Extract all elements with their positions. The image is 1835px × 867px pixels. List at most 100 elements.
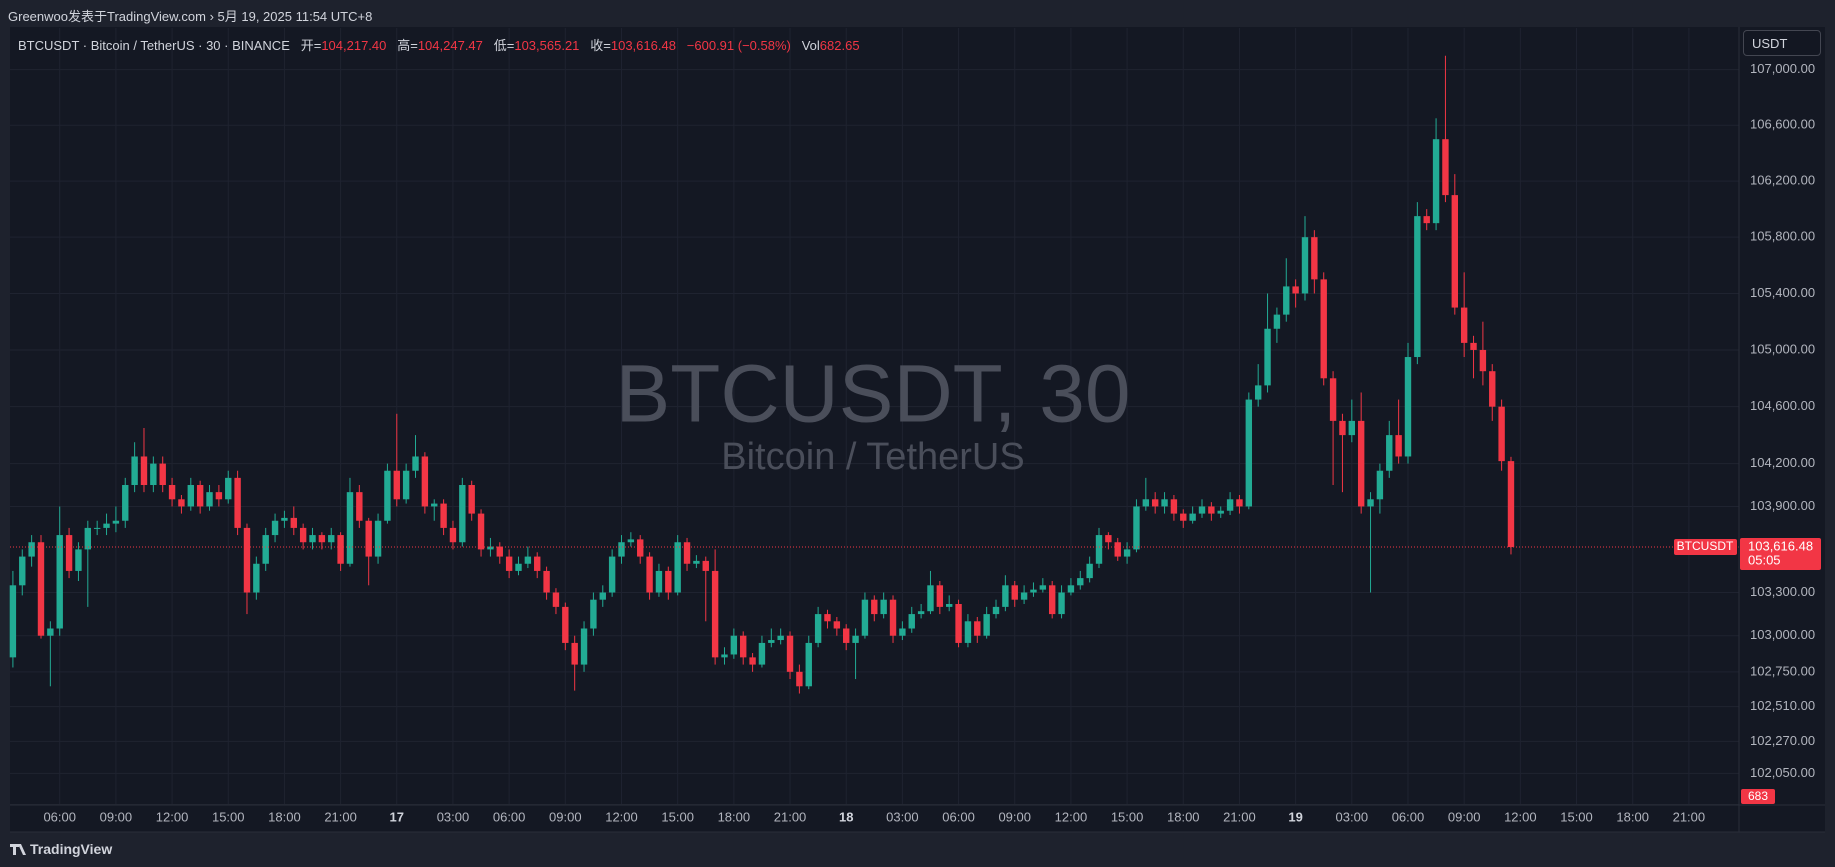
candle-body — [646, 556, 653, 593]
candle-body — [983, 614, 990, 636]
x-tick-label: 18:00 — [1167, 809, 1200, 824]
candle-body — [562, 606, 569, 643]
candle-body — [449, 527, 457, 543]
candle-body — [1142, 499, 1150, 507]
candle-body — [889, 599, 897, 636]
candle-body — [711, 570, 719, 658]
candle-body — [1189, 513, 1196, 521]
candle-body — [225, 477, 232, 500]
candle-body — [75, 549, 82, 571]
candle-body — [28, 542, 35, 557]
candle-body — [84, 527, 92, 550]
footer-brand: TradingView — [30, 841, 113, 857]
candle-body — [590, 599, 597, 629]
candle-body — [1170, 499, 1178, 514]
candle-body — [178, 499, 185, 507]
candle-body — [1151, 499, 1159, 507]
candle-body — [1123, 549, 1131, 557]
candle-body — [56, 535, 63, 629]
candle-body — [749, 657, 756, 665]
candle-body — [618, 542, 625, 557]
countdown: 05:05 — [1748, 552, 1781, 567]
candle-body — [365, 520, 372, 557]
symbol-tag-bg — [1674, 539, 1737, 556]
y-tick-label: 107,000.00 — [1750, 61, 1815, 76]
candle-body — [1077, 578, 1084, 586]
x-tick-label: 18:00 — [718, 809, 751, 824]
candle-body — [103, 523, 110, 528]
candle-body — [1507, 461, 1515, 548]
candle-body — [1048, 585, 1056, 615]
candle-body — [150, 463, 157, 486]
legend-vol-label: Vol — [801, 38, 820, 53]
candle-body — [1292, 286, 1299, 294]
legend-label: 开= — [300, 38, 322, 53]
legend-vol: 682.65 — [819, 38, 860, 53]
candle-body — [1301, 237, 1309, 294]
x-tick-label: 15:00 — [212, 809, 245, 824]
candle-body — [1320, 279, 1327, 379]
candle-body — [234, 477, 241, 528]
x-tick-label: 15:00 — [661, 809, 694, 824]
legend-label: 低= — [493, 38, 515, 53]
candle-body — [440, 503, 447, 528]
y-tick-label: 103,300.00 — [1750, 584, 1815, 599]
candle-body — [580, 628, 588, 665]
y-tick-label: 103,900.00 — [1750, 498, 1815, 513]
candle-body — [608, 556, 616, 593]
currency-button[interactable]: USDT — [1743, 30, 1821, 56]
x-tick-label: 09:00 — [100, 809, 133, 824]
candle-body — [421, 456, 429, 507]
watermark-title: BTCUSDT, 30 — [616, 349, 1131, 440]
x-tick-label: 15:00 — [1560, 809, 1593, 824]
candle-body — [243, 527, 251, 593]
candle-body — [758, 642, 766, 665]
y-tick-label: 105,000.00 — [1750, 341, 1815, 356]
candle-body — [47, 628, 54, 636]
candle-body — [833, 621, 841, 629]
y-tick-label: 106,600.00 — [1750, 117, 1815, 132]
candle-body — [730, 635, 738, 655]
x-tick-label: 21:00 — [324, 809, 357, 824]
candle-body — [1273, 314, 1281, 329]
legend-symbol: BTCUSDT · Bitcoin / TetherUS · 30 · BINA… — [18, 38, 290, 53]
candle-body — [1395, 435, 1402, 457]
candle-body — [814, 614, 822, 643]
candle-body — [1020, 592, 1028, 600]
candle-body — [655, 570, 663, 593]
x-tick-label: 12:00 — [605, 809, 638, 824]
time-axis-bg — [10, 805, 1739, 832]
candle-body — [1479, 349, 1487, 372]
x-tick-label: 06:00 — [493, 809, 526, 824]
candle-body — [721, 654, 728, 658]
candle-body — [524, 556, 532, 564]
x-tick-label: 03:00 — [886, 809, 919, 824]
x-tick-label: 18:00 — [1616, 809, 1649, 824]
price-tag-bg — [1740, 538, 1821, 571]
plot-bg — [10, 27, 1739, 804]
candle-body — [1114, 542, 1121, 557]
candle-body — [534, 556, 541, 571]
x-tick-label: 19 — [1288, 809, 1302, 824]
y-tick-label: 106,200.00 — [1750, 173, 1815, 188]
legend: BTCUSDT · Bitcoin / TetherUS · 30 · BINA… — [18, 35, 860, 54]
candle-body — [1386, 435, 1393, 471]
candle-body — [1133, 506, 1140, 550]
candle-body — [93, 527, 101, 529]
candle-body — [505, 556, 513, 571]
candle-body — [1357, 420, 1365, 507]
candle-body — [805, 642, 812, 687]
candle-body — [1498, 406, 1505, 462]
candle-body — [290, 517, 297, 528]
candle-body — [1329, 378, 1337, 421]
candle-body — [487, 546, 494, 550]
candle-body — [1283, 286, 1290, 315]
candle-body — [861, 599, 869, 636]
candle-body — [393, 470, 400, 500]
x-tick-label: 18 — [839, 809, 853, 824]
y-tick-label: 102,270.00 — [1750, 733, 1815, 748]
x-tick-label: 12:00 — [156, 809, 189, 824]
candle-body — [515, 563, 522, 571]
candle-body — [168, 485, 176, 500]
